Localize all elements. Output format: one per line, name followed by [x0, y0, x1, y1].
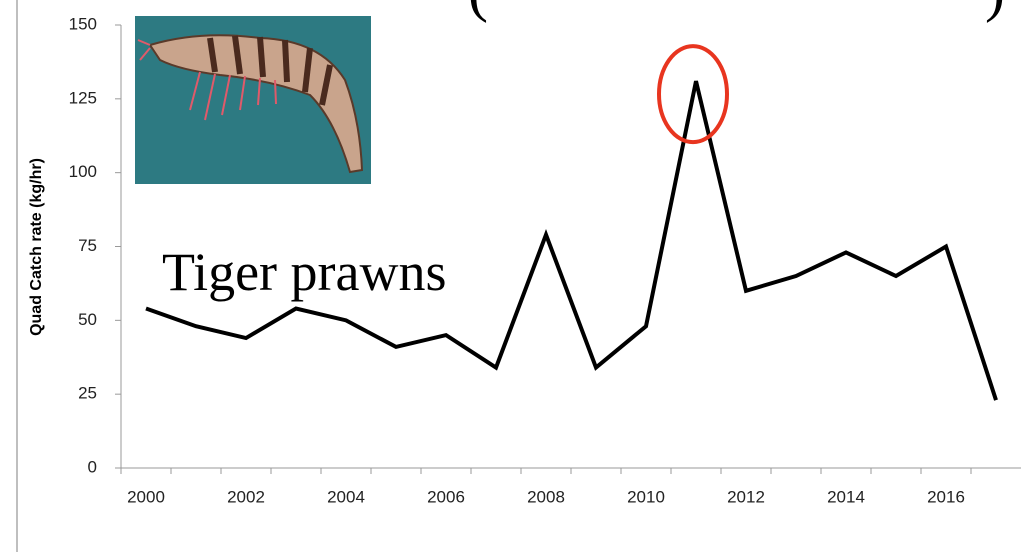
- x-tick-label: 2006: [427, 487, 465, 506]
- x-tick-label: 2004: [327, 487, 365, 506]
- y-tick-label: 25: [78, 384, 97, 403]
- x-tick-label: 2002: [227, 487, 265, 506]
- y-tick-label: 125: [69, 88, 97, 107]
- y-axis-label: Quad Catch rate (kg/hr): [28, 158, 45, 336]
- x-tick-label: 2010: [627, 487, 665, 506]
- title-fragment: ): [985, 0, 1005, 23]
- series-line: [145, 80, 998, 401]
- y-tick-label: 0: [88, 457, 97, 476]
- annotation: Tiger prawns: [162, 242, 447, 302]
- x-tick-label: 2014: [827, 487, 865, 506]
- y-tick-label: 75: [78, 236, 97, 255]
- y-tick-label: 150: [69, 14, 97, 33]
- frame: [16, 0, 18, 552]
- y-tick-label: 50: [78, 310, 97, 329]
- prawn-photo: [135, 16, 371, 184]
- x-tick-label: 2000: [127, 487, 165, 506]
- x-tick-label: 2016: [927, 487, 965, 506]
- x-tick-label: 2008: [527, 487, 565, 506]
- x-tick-label: 2012: [727, 487, 765, 506]
- y-tick-label: 100: [69, 162, 97, 181]
- title-fragment: (: [468, 0, 488, 23]
- highlight-circle: [657, 44, 729, 145]
